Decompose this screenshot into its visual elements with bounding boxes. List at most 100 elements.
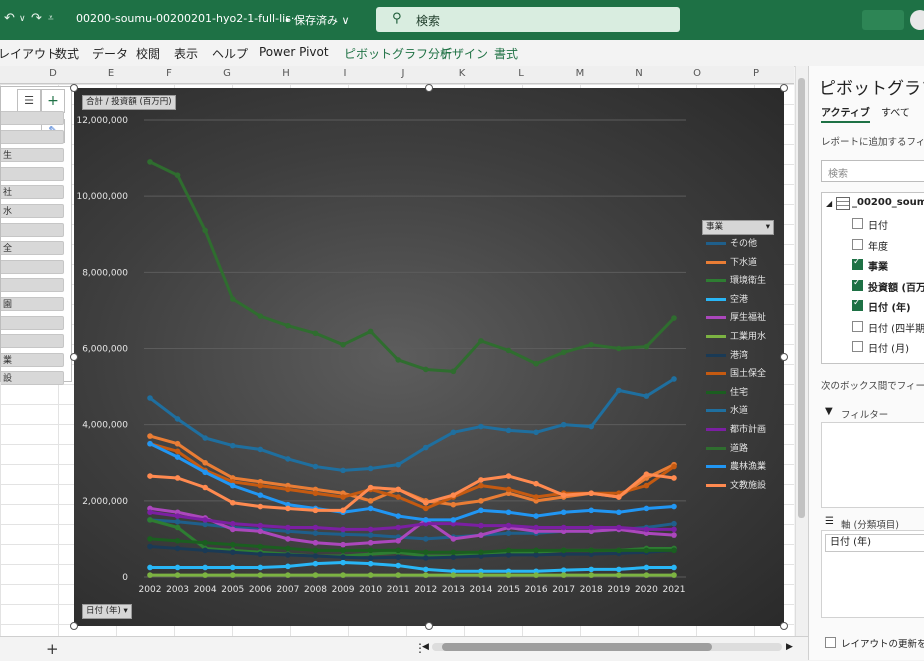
value-field-button[interactable]: 合計 / 投資額 (百万円) — [82, 95, 176, 110]
data-point — [340, 507, 346, 514]
save-status[interactable]: • 保存済み ∨ — [284, 14, 350, 27]
field-checkbox[interactable] — [852, 218, 863, 229]
field-checkbox[interactable] — [852, 278, 863, 291]
data-point — [671, 376, 677, 382]
slicer-item[interactable]: 水 — [1, 204, 64, 218]
horizontal-scrollbar[interactable] — [432, 643, 782, 651]
scroll-right-icon[interactable]: ▶ — [786, 642, 793, 652]
slicer-item[interactable] — [1, 129, 64, 144]
tab-format[interactable]: 書式 — [494, 47, 519, 61]
slicer-item[interactable] — [1, 222, 64, 237]
column-header[interactable]: L — [518, 68, 524, 79]
scroll-thumb[interactable] — [798, 78, 805, 518]
more-icon[interactable]: ⋮ — [414, 641, 426, 655]
defer-update-checkbox[interactable] — [825, 637, 836, 648]
resize-handle[interactable] — [70, 353, 78, 361]
share-button[interactable] — [862, 10, 904, 30]
column-header[interactable]: E — [107, 68, 115, 79]
slicer-item[interactable]: 園 — [1, 297, 64, 311]
legend-entry: 下水道 — [730, 257, 758, 268]
column-header[interactable]: J — [401, 68, 405, 79]
column-header[interactable]: K — [458, 68, 466, 79]
scroll-left-icon[interactable]: ◀ — [422, 642, 429, 652]
field-label[interactable]: 日付 (年) — [868, 303, 911, 314]
field-label[interactable]: 年度 — [868, 241, 888, 253]
tab-power-pivot[interactable]: Power Pivot — [259, 45, 329, 59]
filter-area[interactable] — [821, 422, 924, 508]
slicer-item[interactable] — [1, 259, 64, 274]
axis-field-button[interactable]: 日付 (年) ▾ — [82, 604, 132, 619]
column-header[interactable]: M — [575, 68, 585, 79]
resize-handle[interactable] — [425, 622, 433, 630]
slicer-item[interactable]: 業 — [1, 352, 64, 367]
legend-field-button[interactable]: 事業 ▾ — [702, 220, 774, 235]
scroll-thumb[interactable] — [442, 643, 712, 651]
column-header[interactable]: F — [166, 68, 172, 79]
slicer-item[interactable] — [1, 278, 64, 293]
column-header[interactable]: P — [752, 68, 760, 79]
slicer-item[interactable]: 設 — [1, 371, 64, 386]
column-header[interactable]: D — [49, 68, 57, 79]
resize-handle[interactable] — [780, 622, 788, 630]
field-label[interactable]: 日付 (月) — [868, 344, 909, 355]
field-checkbox[interactable] — [852, 257, 863, 270]
data-point — [671, 526, 677, 533]
field-checkbox[interactable] — [852, 320, 863, 332]
tab-formulas[interactable]: 数式 — [55, 47, 80, 61]
legend-entry: その他 — [730, 239, 758, 249]
customize-toolbar-icon[interactable]: ⩡ — [48, 13, 54, 24]
tab-review[interactable]: 校閲 — [136, 47, 161, 61]
avatar[interactable] — [910, 10, 924, 30]
slicer-item[interactable]: 生 — [1, 148, 64, 163]
slicer-item[interactable] — [1, 111, 64, 125]
clear-filter-icon[interactable]: + — [41, 89, 65, 113]
collapse-icon[interactable]: ◢ — [826, 199, 833, 208]
tab-layout[interactable]: レイアウト — [0, 47, 59, 61]
slicer-item[interactable]: 社 — [1, 185, 64, 200]
data-point — [450, 549, 457, 556]
slicer-item[interactable] — [1, 315, 64, 330]
add-sheet-icon[interactable]: + — [46, 640, 59, 658]
multi-select-icon[interactable]: ☰ — [17, 89, 41, 113]
tab-design[interactable]: デザイン — [440, 47, 489, 61]
pivot-chart[interactable]: 0 2,000,000 4,000,000 6,000,000 8,000,000 10,… — [74, 88, 784, 626]
data-point — [478, 423, 484, 430]
field-label[interactable]: 投資額 (百万円) — [868, 282, 924, 294]
field-checkbox[interactable] — [852, 238, 863, 250]
resize-handle[interactable] — [425, 84, 433, 92]
field-label[interactable]: 日付 — [868, 221, 888, 232]
redo-icon[interactable]: ↷ — [31, 11, 42, 26]
tab-pivotchart-analyze[interactable]: ピボットグラフ分析 — [344, 47, 453, 61]
tab-view[interactable]: 表示 — [174, 47, 199, 61]
field-label[interactable]: 日付 (四半期) — [868, 323, 924, 335]
vertical-scrollbar[interactable] — [795, 66, 808, 636]
tab-active[interactable]: アクティブ — [821, 104, 870, 123]
axis-field-item[interactable]: 日付 (年) — [825, 534, 924, 552]
tab-data[interactable]: データ — [92, 47, 129, 61]
data-point — [257, 572, 264, 578]
resize-handle[interactable] — [70, 622, 78, 630]
slicer-item[interactable] — [1, 166, 64, 181]
column-header[interactable]: I — [343, 68, 347, 79]
column-header[interactable]: N — [635, 68, 643, 79]
data-point — [147, 159, 153, 165]
tab-all[interactable]: すべて — [881, 108, 910, 119]
column-header[interactable]: H — [282, 68, 290, 79]
document-title[interactable]: 00200-soumu-00200201-hyo2-1-full-lis··· — [76, 12, 302, 25]
undo-dropdown-icon[interactable]: ∨ — [19, 14, 26, 24]
resize-handle[interactable] — [780, 353, 788, 361]
tab-help[interactable]: ヘルプ — [212, 47, 249, 61]
field-search-input[interactable]: 検索 — [821, 160, 924, 182]
field-label[interactable]: 事業 — [868, 262, 888, 273]
field-checkbox[interactable] — [852, 298, 863, 311]
undo-icon[interactable]: ↶ — [4, 11, 15, 26]
field-checkbox[interactable] — [852, 341, 863, 352]
search-box[interactable]: ⚲ 検索 — [376, 7, 680, 32]
column-header[interactable]: O — [693, 68, 701, 79]
slicer-item[interactable]: 全 — [1, 241, 64, 256]
slicer-item[interactable] — [1, 334, 64, 349]
resize-handle[interactable] — [780, 84, 788, 92]
column-header[interactable]: G — [223, 68, 231, 79]
resize-handle[interactable] — [70, 84, 78, 92]
